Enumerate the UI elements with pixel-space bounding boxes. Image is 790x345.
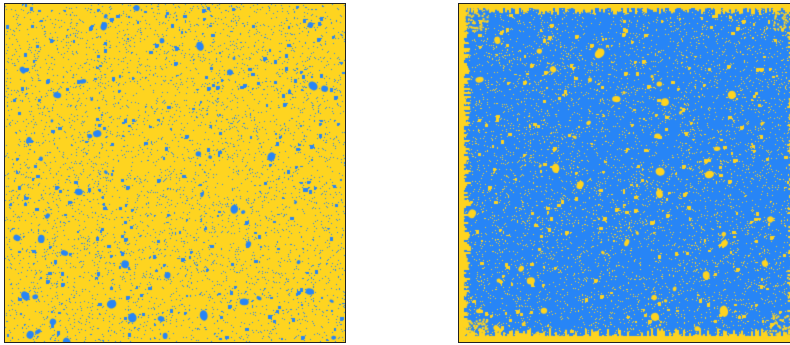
right-lattice-canvas xyxy=(459,4,790,342)
left-lattice-canvas xyxy=(5,4,345,342)
right-lattice-panel xyxy=(458,3,790,343)
left-lattice-panel xyxy=(4,3,346,343)
